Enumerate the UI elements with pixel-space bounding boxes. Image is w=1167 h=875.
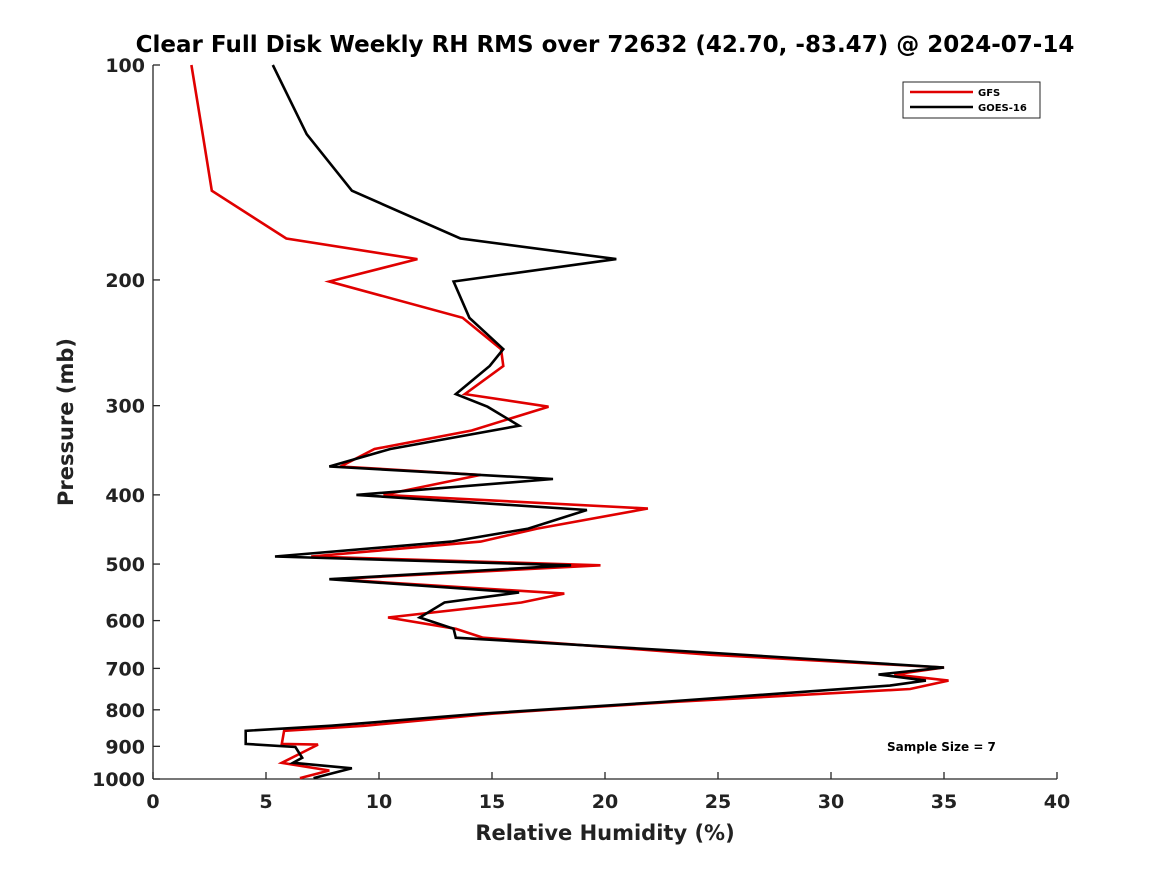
legend-label-goes16: GOES-16	[978, 103, 1027, 114]
legend-box	[902, 81, 1041, 119]
series-line-gfs	[190, 64, 949, 780]
y-tick-label: 1000	[92, 769, 145, 791]
x-tick-label: 40	[1044, 791, 1070, 813]
x-tick-label: 35	[931, 791, 957, 813]
x-ticks: 0 5 10 15 20 25 30 35 40	[146, 772, 1070, 813]
y-tick-label: 100	[105, 55, 145, 77]
x-tick-label: 25	[705, 791, 731, 813]
y-ticks: 100 200 300 400 500 600 700 800 900 1000	[92, 55, 160, 791]
x-tick-label: 30	[818, 791, 844, 813]
y-tick-label: 200	[105, 270, 145, 292]
x-tick-label: 10	[366, 791, 392, 813]
x-tick-label: 0	[146, 791, 159, 813]
series-group	[190, 64, 949, 780]
y-tick-label: 700	[105, 658, 145, 680]
x-axis-label: Relative Humidity (%)	[475, 821, 734, 845]
chart-title: Clear Full Disk Weekly RH RMS over 72632…	[136, 32, 1075, 58]
legend-label-gfs: GFS	[978, 88, 1000, 99]
y-tick-label: 900	[105, 736, 145, 758]
y-tick-label: 600	[105, 611, 145, 633]
y-tick-label: 300	[105, 396, 145, 418]
y-tick-label: 400	[105, 485, 145, 507]
sample-size-annotation: Sample Size = 7	[887, 740, 996, 754]
x-tick-label: 20	[592, 791, 618, 813]
x-tick-label: 15	[479, 791, 505, 813]
legend: GFS GOES-16	[902, 81, 1041, 119]
y-tick-label: 500	[105, 554, 145, 576]
y-tick-label: 800	[105, 700, 145, 722]
series-line-goes-16	[244, 64, 945, 780]
y-axis-label: Pressure (mb)	[54, 338, 78, 506]
x-tick-label: 5	[259, 791, 272, 813]
